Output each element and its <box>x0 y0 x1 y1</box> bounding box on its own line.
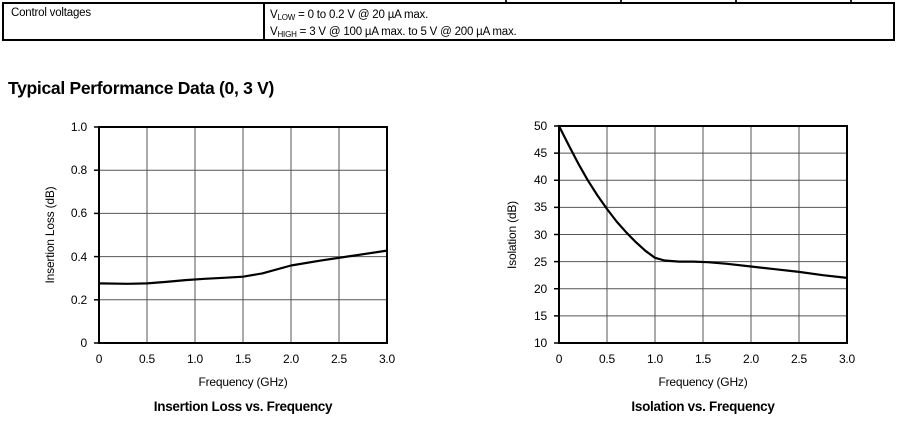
y-tick-label: 40 <box>534 173 547 188</box>
x-tick-label: 1.5 <box>694 352 712 366</box>
x-tick-label: 1.5 <box>234 352 252 366</box>
y-tick-label: 0.4 <box>70 249 87 264</box>
x-tick-label: 2.0 <box>282 352 300 366</box>
series-line-insertion-loss <box>97 249 389 285</box>
chart-title: Isolation vs. Frequency <box>631 399 775 414</box>
table-row-label: Control voltages <box>11 7 91 19</box>
spec-line-vlow: VLOW = 0 to 0.2 V @ 20 µA max. <box>270 7 517 24</box>
y-tick-label: 45 <box>534 146 547 161</box>
y-tick-label: 35 <box>534 200 547 215</box>
y-axis-label: Insertion Loss (dB) <box>43 186 57 284</box>
spec-subscript: LOW <box>277 13 296 22</box>
spec-line-vhigh: VHIGH = 3 V @ 100 µA max. to 5 V @ 200 µ… <box>270 24 517 41</box>
spec-subscript: HIGH <box>277 30 297 39</box>
y-tick-label: 50 <box>534 119 547 133</box>
plot-area-insertion-loss <box>94 126 389 344</box>
y-tick-label: 15 <box>534 308 547 323</box>
y-tick-label: 0.6 <box>70 206 87 221</box>
table-top-remnant-tick <box>850 0 852 3</box>
x-tick-label: 1.0 <box>186 352 204 366</box>
control-voltages-table: Control voltages VLOW = 0 to 0.2 V @ 20 … <box>2 2 895 41</box>
y-tick-label: 30 <box>534 227 547 242</box>
spec-text: = 0 to 0.2 V @ 20 µA max. <box>295 9 429 21</box>
table-column-divider <box>263 4 265 39</box>
spec-text: = 3 V @ 100 µA max. to 5 V @ 200 µA max. <box>296 26 517 38</box>
x-tick-label: 0 <box>555 352 563 366</box>
table-top-remnant-tick <box>505 0 507 3</box>
spec-symbol: V <box>270 26 278 38</box>
y-tick-label: 0 <box>80 336 88 350</box>
x-tick-label: 0.5 <box>138 352 156 366</box>
x-tick-label: 3.0 <box>378 352 396 366</box>
y-tick-label: 0.8 <box>70 163 87 178</box>
x-tick-label: 3.0 <box>838 352 856 366</box>
x-tick-label: 1.0 <box>646 352 664 366</box>
plot-area-isolation <box>554 124 849 344</box>
y-tick-label: 0.2 <box>70 292 87 307</box>
y-tick-label: 20 <box>534 281 547 296</box>
x-axis-label: Frequency (GHz) <box>658 375 748 389</box>
x-tick-label: 0 <box>95 352 103 366</box>
y-tick-label: 25 <box>534 254 547 269</box>
x-axis-label: Frequency (GHz) <box>198 375 288 389</box>
y-tick-label: 10 <box>534 336 547 350</box>
plot-frame <box>98 126 388 344</box>
section-heading: Typical Performance Data (0, 3 V) <box>8 78 274 98</box>
series-line-isolation <box>557 124 849 279</box>
x-tick-label: 2.5 <box>330 352 348 366</box>
x-tick-label: 2.5 <box>790 352 808 366</box>
table-cell-parameter: Control voltages <box>11 7 91 19</box>
x-tick-label: 2.0 <box>742 352 760 366</box>
plot-frame <box>558 125 848 344</box>
table-cell-value: VLOW = 0 to 0.2 V @ 20 µA max. VHIGH = 3… <box>270 7 517 41</box>
table-top-remnant-tick <box>620 0 622 3</box>
chart-title: Insertion Loss vs. Frequency <box>153 399 333 414</box>
x-tick-label: 0.5 <box>598 352 616 366</box>
table-top-remnant-tick <box>735 0 737 3</box>
spec-symbol: V <box>270 9 278 21</box>
y-tick-label: 1.0 <box>70 120 87 134</box>
